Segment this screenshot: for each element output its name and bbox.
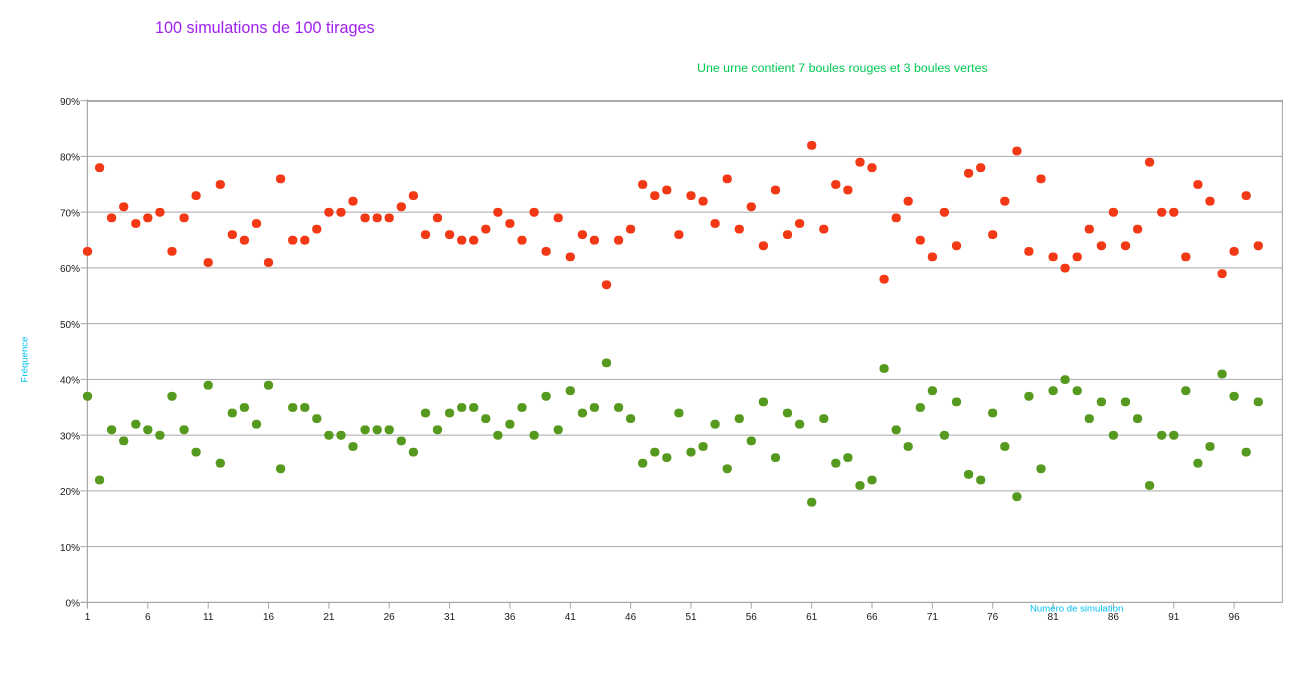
svg-text:Une urne contient 7 boules rou: Une urne contient 7 boules rouges et 3 b… [697, 61, 988, 75]
svg-text:91: 91 [1168, 612, 1180, 623]
svg-text:26: 26 [384, 612, 396, 623]
svg-text:76: 76 [987, 612, 999, 623]
svg-text:81: 81 [1048, 612, 1060, 623]
svg-text:Numéro de simulation: Numéro de simulation [1030, 604, 1123, 615]
svg-text:50%: 50% [60, 320, 80, 331]
svg-text:100 simulations de 100 tirages: 100 simulations de 100 tirages [155, 19, 375, 37]
svg-text:40%: 40% [60, 376, 80, 387]
svg-text:36: 36 [504, 612, 516, 623]
svg-text:6: 6 [145, 612, 151, 623]
svg-text:16: 16 [263, 612, 275, 623]
svg-text:70%: 70% [60, 208, 80, 219]
svg-text:46: 46 [625, 612, 637, 623]
svg-text:71: 71 [927, 612, 939, 623]
svg-text:86: 86 [1108, 612, 1120, 623]
svg-text:60%: 60% [60, 264, 80, 275]
svg-text:96: 96 [1229, 612, 1241, 623]
svg-text:20%: 20% [60, 487, 80, 498]
svg-text:41: 41 [565, 612, 577, 623]
svg-text:31: 31 [444, 612, 456, 623]
svg-text:66: 66 [866, 612, 878, 623]
svg-text:56: 56 [746, 612, 758, 623]
svg-text:30%: 30% [60, 431, 80, 442]
svg-text:21: 21 [323, 612, 335, 623]
svg-text:90%: 90% [60, 97, 80, 108]
svg-text:0%: 0% [66, 599, 81, 610]
svg-text:80%: 80% [60, 153, 80, 164]
svg-text:1: 1 [85, 612, 91, 623]
svg-text:51: 51 [685, 612, 697, 623]
svg-text:10%: 10% [60, 543, 80, 554]
svg-text:Fréquence: Fréquence [20, 337, 31, 383]
svg-text:11: 11 [203, 612, 214, 623]
svg-text:61: 61 [806, 612, 818, 623]
